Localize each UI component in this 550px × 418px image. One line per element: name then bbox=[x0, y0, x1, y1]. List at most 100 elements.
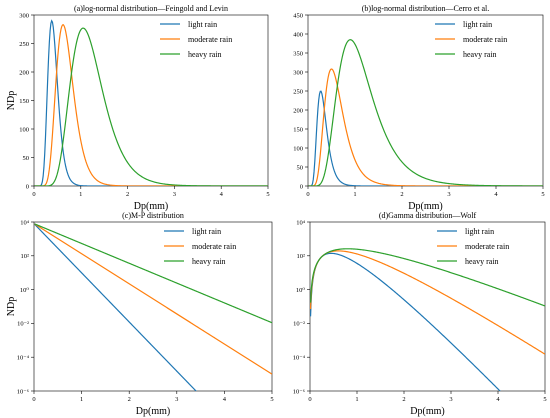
x-tick-label: 3 bbox=[175, 396, 178, 403]
x-axis-label: Dp(mm) bbox=[408, 201, 442, 212]
y-tick-label: 10² bbox=[21, 253, 30, 260]
y-axis-label: NDp bbox=[6, 91, 17, 110]
x-tick-label: 1 bbox=[353, 191, 356, 198]
x-axis-label: Dp(mm) bbox=[134, 201, 168, 212]
series-group bbox=[34, 19, 268, 186]
y-tick-label: 10⁻⁴ bbox=[293, 355, 306, 362]
legend-label: light rain bbox=[465, 227, 494, 236]
legend-label: moderate rain bbox=[463, 35, 507, 44]
legend-label: heavy rain bbox=[188, 50, 222, 59]
x-tick-label: 1 bbox=[80, 396, 83, 403]
legend-label: moderate rain bbox=[188, 35, 232, 44]
legend: light rain moderate rain heavy rain bbox=[164, 227, 236, 266]
y-tick-label: 10² bbox=[297, 253, 306, 260]
x-tick-label: 4 bbox=[496, 396, 500, 403]
y-tick-label: 250 bbox=[19, 41, 29, 48]
chart-title: (a)log-normal distribution—Feingold and … bbox=[74, 4, 228, 13]
plot-frame bbox=[33, 14, 269, 187]
y-tick-label: 300 bbox=[293, 69, 303, 76]
legend-label: heavy rain bbox=[465, 257, 499, 266]
y-tick-label: 10⁰ bbox=[296, 287, 306, 294]
x-tick-label: 4 bbox=[223, 396, 227, 403]
legend-label: moderate rain bbox=[465, 242, 509, 251]
x-tick-label: 0 bbox=[32, 396, 35, 403]
x-tick-label: 5 bbox=[270, 396, 273, 403]
x-tick-label: 1 bbox=[79, 191, 82, 198]
y-tick-label: 350 bbox=[293, 50, 303, 57]
series-line-heavy-rain bbox=[34, 223, 272, 324]
series-line-moderate-rain bbox=[34, 24, 268, 186]
y-tick-label: 150 bbox=[293, 126, 303, 133]
x-tick-label: 5 bbox=[543, 396, 546, 403]
legend-label: light rain bbox=[192, 227, 221, 236]
series-line-light-rain bbox=[34, 223, 197, 391]
y-tick-label: 250 bbox=[293, 88, 303, 95]
x-tick-label: 0 bbox=[308, 396, 311, 403]
x-tick-label: 1 bbox=[355, 396, 358, 403]
series-group bbox=[34, 223, 272, 391]
y-tick-label: 10⁻⁶ bbox=[293, 388, 305, 395]
y-tick-label: 10⁴ bbox=[20, 219, 30, 226]
y-tick-label: 450 bbox=[293, 12, 303, 19]
x-tick-label: 2 bbox=[128, 396, 131, 403]
y-tick-label: 400 bbox=[293, 31, 303, 38]
y-tick-label: 10⁻⁴ bbox=[17, 355, 30, 362]
y-tick-label: 10⁴ bbox=[296, 219, 306, 226]
y-tick-label: 0 bbox=[26, 183, 29, 190]
x-tick-label: 3 bbox=[449, 396, 452, 403]
legend: light rain moderate rain heavy rain bbox=[437, 227, 509, 266]
chart-panel-1: 0 1 2 3 4 5050100150200250300350400450(b)log-… bbox=[293, 4, 544, 212]
legend-label: light rain bbox=[188, 20, 217, 29]
series-line-moderate-rain bbox=[34, 223, 272, 375]
x-tick-label: 0 bbox=[32, 191, 35, 198]
x-tick-label: 2 bbox=[126, 191, 129, 198]
series-line-heavy-rain bbox=[310, 248, 545, 307]
x-tick-label: 5 bbox=[541, 191, 544, 198]
legend-label: heavy rain bbox=[463, 50, 497, 59]
series-line-light-rain bbox=[308, 90, 543, 186]
series-line-moderate-rain bbox=[310, 250, 545, 355]
series-line-moderate-rain bbox=[308, 68, 543, 186]
series-line-light-rain bbox=[34, 19, 268, 186]
x-tick-label: 4 bbox=[494, 191, 498, 198]
y-tick-label: 200 bbox=[19, 69, 29, 76]
x-tick-label: 4 bbox=[220, 191, 224, 198]
chart-panel-2: 0 1 2 3 4 5 10⁴ 10² 10⁰ 10⁻² 10⁻⁴ 10⁻⁶ (c)M-P distri… bbox=[6, 211, 274, 417]
series-line-heavy-rain bbox=[34, 27, 268, 186]
y-tick-label: 0 bbox=[300, 183, 303, 190]
x-axis-label: Dp(mm) bbox=[136, 406, 170, 417]
plot-frame bbox=[307, 14, 544, 187]
x-tick-label: 3 bbox=[447, 191, 450, 198]
x-tick-label: 0 bbox=[306, 191, 309, 198]
y-tick-label: 200 bbox=[293, 107, 303, 114]
series-group bbox=[308, 39, 543, 186]
series-line-heavy-rain bbox=[308, 39, 543, 186]
chart-title: (b)log-normal distribution—Cerro et al. bbox=[362, 4, 490, 13]
legend: light rain moderate rain heavy rain bbox=[160, 20, 232, 59]
y-tick-label: 50 bbox=[23, 155, 30, 162]
x-tick-label: 2 bbox=[402, 396, 405, 403]
x-tick-label: 2 bbox=[400, 191, 403, 198]
y-tick-label: 100 bbox=[19, 126, 29, 133]
legend-label: light rain bbox=[463, 20, 492, 29]
y-tick-label: 10⁻⁶ bbox=[17, 388, 29, 395]
x-tick-label: 3 bbox=[173, 191, 176, 198]
y-tick-label: 100 bbox=[293, 145, 303, 152]
y-tick-label: 10⁰ bbox=[20, 287, 30, 294]
x-tick-label: 5 bbox=[266, 191, 269, 198]
y-axis-label: NDp bbox=[6, 297, 17, 316]
plot-frame bbox=[309, 221, 546, 392]
x-axis-label: Dp(mm) bbox=[410, 406, 444, 417]
y-tick-label: 150 bbox=[19, 98, 29, 105]
legend-label: moderate rain bbox=[192, 242, 236, 251]
chart-panel-3: 0 1 2 3 4 5 10⁴ 10² 10⁰ 10⁻² 10⁻⁴ 10⁻⁶ (d)Gamma dist… bbox=[293, 211, 547, 417]
y-tick-label: 10⁻² bbox=[17, 321, 29, 328]
y-tick-label: 50 bbox=[297, 164, 304, 171]
plot-frame bbox=[33, 221, 273, 392]
series-group bbox=[310, 248, 545, 391]
legend: light rain moderate rain heavy rain bbox=[435, 20, 507, 59]
y-tick-label: 300 bbox=[19, 12, 29, 19]
chart-title: (c)M-P distribution bbox=[122, 211, 184, 220]
